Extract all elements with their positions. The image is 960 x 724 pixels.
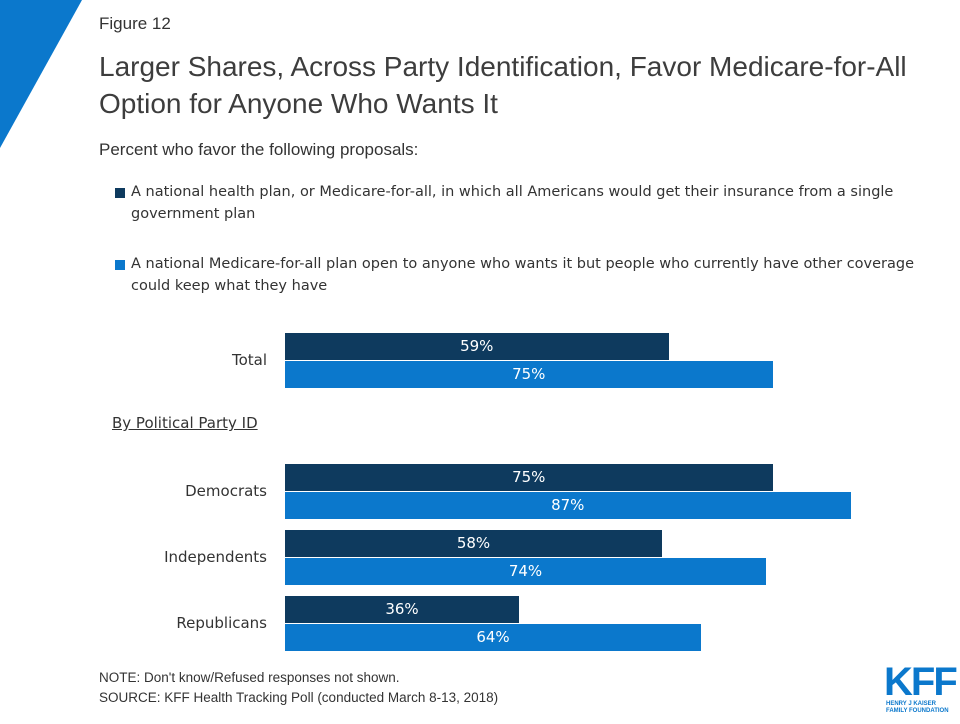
legend-swatch [115,260,125,270]
legend-swatch [115,188,125,198]
value-label: 74% [508,562,543,580]
source: SOURCE: KFF Health Tracking Poll (conduc… [99,690,499,705]
bar [285,530,662,557]
bar [285,596,519,623]
value-label: 75% [512,468,546,486]
category-label: Democrats [185,482,267,500]
bar [285,361,773,388]
category-label: Republicans [176,614,267,632]
corner-decoration [0,0,82,148]
bar [285,464,773,491]
subtitle: Percent who favor the following proposal… [99,140,419,159]
legend-label: A national Medicare-for-all plan open to… [131,256,915,294]
legend-item: A national health plan, or Medicare-for-… [115,181,945,225]
value-label: 64% [476,628,510,646]
value-label: 36% [385,600,419,618]
category-label: Independents [164,548,267,566]
value-label: 58% [456,534,491,552]
legend-label: A national health plan, or Medicare-for-… [131,184,894,222]
section-label: By Political Party ID [112,414,258,432]
category-label: Total [231,351,267,369]
bar [285,492,851,519]
value-label: 75% [512,365,546,383]
bar [285,558,766,585]
legend-item: A national Medicare-for-all plan open to… [115,253,945,297]
figure-label: Figure 12 [99,14,171,33]
value-label: 87% [551,496,585,514]
chart-title: Larger Shares, Across Party Identificati… [99,51,907,119]
logo-text: HENRY J KAISER FAMILY FOUNDATION [886,701,949,714]
logo: KFF [884,660,958,704]
bar [285,333,669,360]
value-label: 59% [460,337,494,355]
bar [285,624,701,651]
note: NOTE: Don't know/Refused responses not s… [99,670,400,685]
